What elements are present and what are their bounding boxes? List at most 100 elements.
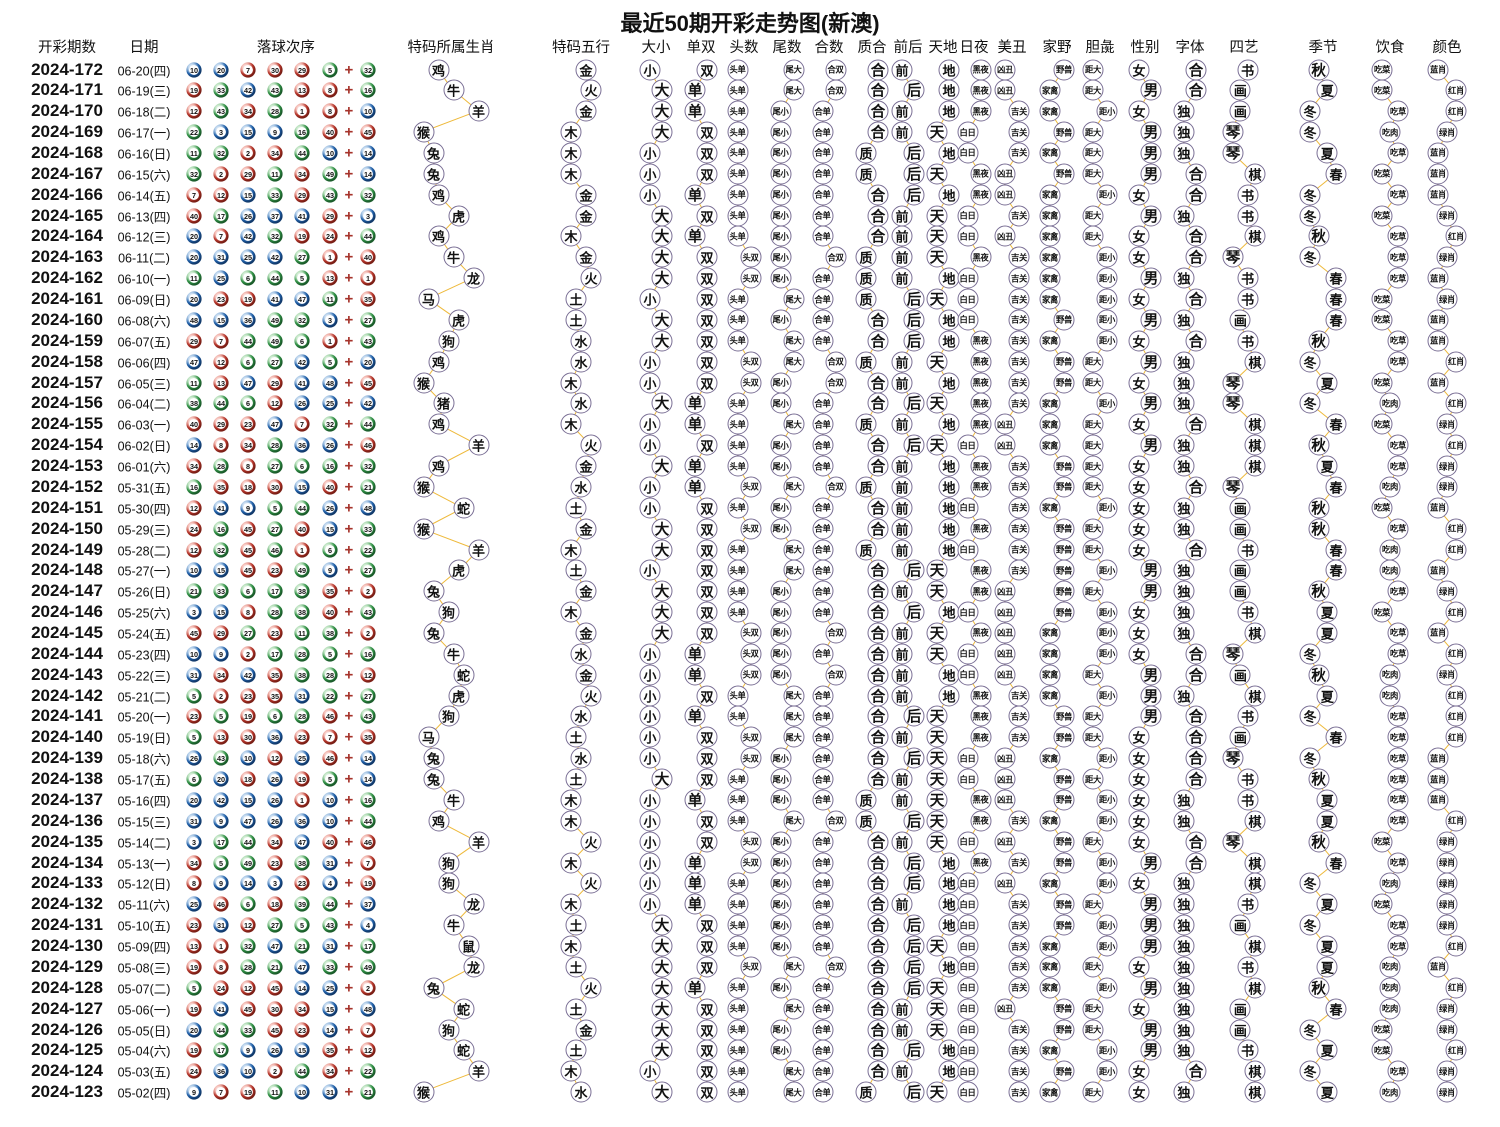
svg-text:26: 26	[298, 399, 306, 408]
svg-text:10: 10	[326, 149, 334, 158]
svg-text:6: 6	[246, 587, 250, 596]
svg-text:9: 9	[192, 1088, 196, 1097]
svg-text:23: 23	[244, 691, 252, 700]
svg-text:43: 43	[271, 86, 279, 95]
svg-text:42: 42	[244, 670, 252, 679]
svg-text:5: 5	[192, 984, 196, 993]
svg-text:11: 11	[190, 149, 198, 158]
svg-text:23: 23	[217, 295, 225, 304]
svg-text:16: 16	[364, 86, 372, 95]
svg-text:47: 47	[244, 817, 252, 826]
svg-text:27: 27	[244, 629, 252, 638]
svg-text:5: 5	[219, 712, 223, 721]
svg-text:7: 7	[192, 190, 196, 199]
svg-text:6: 6	[246, 900, 250, 909]
svg-text:28: 28	[271, 441, 279, 450]
svg-text:24: 24	[190, 524, 198, 533]
svg-text:1: 1	[219, 942, 223, 951]
svg-text:14: 14	[364, 775, 372, 784]
svg-text:23: 23	[244, 420, 252, 429]
svg-text:26: 26	[190, 754, 198, 763]
svg-text:38: 38	[298, 608, 306, 617]
svg-text:45: 45	[190, 629, 198, 638]
svg-text:31: 31	[217, 921, 225, 930]
svg-text:22: 22	[326, 691, 334, 700]
svg-text:23: 23	[271, 858, 279, 867]
svg-text:20: 20	[190, 1025, 198, 1034]
svg-text:13: 13	[217, 733, 225, 742]
svg-text:48: 48	[190, 316, 198, 325]
svg-text:6: 6	[246, 357, 250, 366]
svg-text:28: 28	[298, 712, 306, 721]
svg-text:26: 26	[271, 775, 279, 784]
svg-text:20: 20	[364, 357, 372, 366]
svg-text:15: 15	[326, 524, 334, 533]
svg-text:31: 31	[326, 1088, 334, 1097]
svg-text:43: 43	[364, 608, 372, 617]
svg-text:5: 5	[192, 691, 196, 700]
svg-text:19: 19	[244, 712, 252, 721]
svg-text:33: 33	[326, 963, 334, 972]
svg-text:7: 7	[219, 1088, 223, 1097]
svg-text:26: 26	[271, 817, 279, 826]
svg-text:12: 12	[364, 1046, 372, 1055]
svg-text:27: 27	[364, 691, 372, 700]
svg-text:45: 45	[244, 566, 252, 575]
svg-text:47: 47	[190, 357, 198, 366]
svg-text:42: 42	[364, 399, 372, 408]
svg-text:5: 5	[328, 650, 332, 659]
svg-text:10: 10	[298, 1088, 306, 1097]
svg-text:26: 26	[326, 441, 334, 450]
svg-text:12: 12	[190, 504, 198, 513]
svg-text:35: 35	[271, 691, 279, 700]
svg-text:19: 19	[190, 963, 198, 972]
svg-text:7: 7	[246, 65, 250, 74]
svg-text:23: 23	[271, 629, 279, 638]
svg-text:28: 28	[271, 107, 279, 116]
svg-text:10: 10	[190, 65, 198, 74]
svg-text:15: 15	[217, 316, 225, 325]
svg-text:16: 16	[364, 796, 372, 805]
svg-text:44: 44	[298, 504, 306, 513]
svg-text:43: 43	[364, 712, 372, 721]
svg-text:41: 41	[217, 1004, 225, 1013]
svg-text:25: 25	[326, 399, 334, 408]
svg-text:13: 13	[190, 942, 198, 951]
svg-text:2: 2	[246, 149, 250, 158]
svg-text:5: 5	[192, 733, 196, 742]
svg-text:21: 21	[364, 483, 372, 492]
svg-text:28: 28	[271, 608, 279, 617]
svg-text:1: 1	[300, 545, 304, 554]
svg-text:28: 28	[326, 670, 334, 679]
svg-text:19: 19	[190, 1046, 198, 1055]
svg-text:34: 34	[298, 170, 306, 179]
svg-text:4: 4	[328, 879, 332, 888]
svg-text:47: 47	[298, 295, 306, 304]
svg-text:17: 17	[217, 211, 225, 220]
svg-text:40: 40	[190, 211, 198, 220]
svg-text:17: 17	[271, 650, 279, 659]
svg-text:49: 49	[364, 963, 372, 972]
svg-text:5: 5	[273, 504, 277, 513]
svg-text:49: 49	[244, 858, 252, 867]
svg-text:10: 10	[244, 1067, 252, 1076]
svg-text:36: 36	[244, 316, 252, 325]
svg-text:7: 7	[366, 1025, 370, 1034]
svg-text:48: 48	[364, 504, 372, 513]
svg-text:29: 29	[244, 170, 252, 179]
svg-text:5: 5	[300, 921, 304, 930]
svg-text:32: 32	[364, 462, 372, 471]
svg-text:8: 8	[246, 608, 250, 617]
svg-text:7: 7	[219, 232, 223, 241]
svg-text:47: 47	[244, 378, 252, 387]
svg-text:47: 47	[298, 963, 306, 972]
svg-text:24: 24	[190, 1067, 198, 1076]
svg-text:21: 21	[298, 942, 306, 951]
svg-text:13: 13	[298, 86, 306, 95]
svg-text:5: 5	[219, 858, 223, 867]
svg-text:9: 9	[219, 650, 223, 659]
svg-text:15: 15	[244, 796, 252, 805]
svg-text:45: 45	[271, 1025, 279, 1034]
svg-text:20: 20	[217, 775, 225, 784]
svg-text:6: 6	[328, 545, 332, 554]
